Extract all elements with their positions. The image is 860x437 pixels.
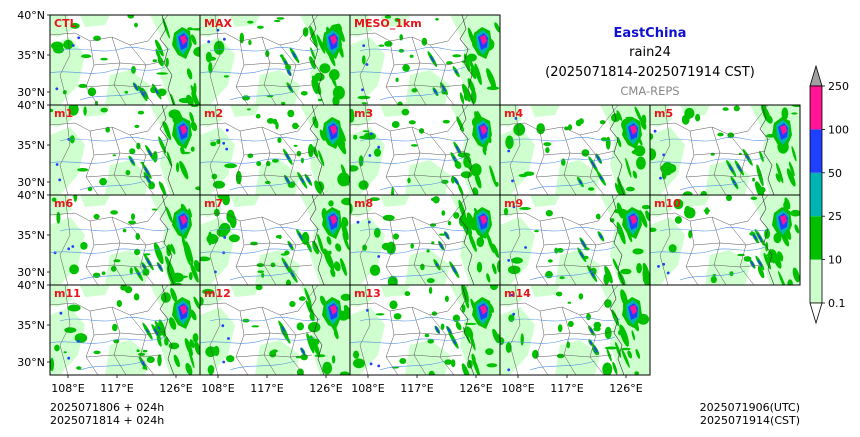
panel-label: m14	[504, 287, 531, 300]
valid-utc-text: 2025071906(UTC)	[700, 401, 800, 414]
lat-tick-label: 35°N	[17, 319, 45, 332]
colorbar-label: 25	[828, 210, 842, 223]
lon-tick-label: 117°E	[100, 382, 133, 395]
colorbar-label: 50	[828, 167, 842, 180]
lon-tick-label: 108°E	[201, 382, 234, 395]
colorbar: 0.1 10 25 50 100 250	[809, 64, 849, 325]
panel-label: CTL	[54, 17, 77, 30]
panel-label: m7	[204, 197, 223, 210]
colorbar-segment	[810, 172, 822, 217]
lon-tick-label: 126°E	[159, 382, 192, 395]
lon-tick-label: 117°E	[400, 382, 433, 395]
footer: 2025071806 + 024h 2025071814 + 024h 2025…	[50, 401, 800, 427]
lon-tick-label: 117°E	[250, 382, 283, 395]
lat-tick-label: 40°N	[17, 189, 45, 202]
title-block: EastChina rain24 (2025071814-2025071914 …	[545, 26, 755, 98]
lon-tick-label: 108°E	[501, 382, 534, 395]
map-panel-m12: m12	[199, 284, 351, 376]
map-panel-m11: m11	[49, 284, 201, 376]
panel-label: m13	[354, 287, 381, 300]
valid-cst-text: 2025071914(CST)	[700, 414, 800, 427]
colorbar-over-arrow	[809, 64, 823, 87]
map-panel-m13: m13	[349, 284, 501, 376]
map-panel-m7: m7	[199, 194, 351, 286]
map-panel-m10: m10	[649, 194, 801, 286]
lat-tick-label: 35°N	[17, 139, 45, 152]
map-panel-m3: m3	[349, 104, 501, 196]
colorbar-segment	[810, 129, 822, 173]
colorbar-segment	[810, 216, 822, 260]
map-panel-m4: m4	[499, 104, 651, 196]
lat-tick-label: 35°N	[17, 49, 45, 62]
panel-label: m11	[54, 287, 81, 300]
lon-tick-label: 117°E	[550, 382, 583, 395]
colorbar-segment	[810, 86, 822, 130]
panel-label: m10	[654, 197, 681, 210]
lat-tick-label: 30°N	[17, 266, 45, 279]
panel-label: MAX	[204, 17, 232, 30]
panel-label: m1	[54, 107, 73, 120]
panel-label: m4	[504, 107, 523, 120]
map-panel-m9: m9	[499, 194, 651, 286]
init-cst-text: 2025071814 + 024h	[50, 414, 164, 427]
panel-label: m3	[354, 107, 373, 120]
colorbar-label: 250	[828, 80, 849, 93]
map-panel-ctl: CTL	[49, 14, 201, 106]
lat-tick-label: 35°N	[17, 229, 45, 242]
model-title: CMA-REPS	[620, 84, 679, 98]
panel-label: m9	[504, 197, 523, 210]
colorbar-segment	[810, 259, 822, 303]
lat-tick-label: 30°N	[17, 356, 45, 369]
lon-tick-label: 108°E	[351, 382, 384, 395]
map-panel-m8: m8	[349, 194, 501, 286]
lat-tick-label: 40°N	[17, 279, 45, 292]
panel-grid: CTL MAX MESO_1km m1 m2 m3 m4 m5 m6 m7 m8 m9 m10 m11 m1…	[49, 14, 801, 376]
lon-tick-label: 108°E	[51, 382, 84, 395]
map-panel-m6: m6	[49, 194, 201, 286]
map-panel-m14: m14	[499, 284, 651, 376]
colorbar-label: 0.1	[828, 297, 846, 310]
lat-tick-label: 30°N	[17, 86, 45, 99]
period-title: (2025071814-2025071914 CST)	[545, 65, 755, 80]
variable-title: rain24	[629, 45, 671, 60]
lat-tick-label: 40°N	[17, 99, 45, 112]
panel-label: m2	[204, 107, 223, 120]
panel-label: MESO_1km	[354, 17, 422, 30]
region-title: EastChina	[614, 26, 687, 41]
lat-tick-label: 40°N	[17, 9, 45, 22]
lon-tick-label: 126°E	[309, 382, 342, 395]
map-panel-meso-1km: MESO_1km	[349, 14, 501, 106]
map-panel-m5: m5	[649, 104, 801, 196]
colorbar-under-arrow	[809, 302, 823, 325]
map-panel-m1: m1	[49, 104, 201, 196]
map-panel-m2: m2	[199, 104, 351, 196]
init-utc-text: 2025071806 + 024h	[50, 401, 164, 414]
panel-label: m5	[654, 107, 673, 120]
lat-tick-label: 30°N	[17, 176, 45, 189]
panel-label: m6	[54, 197, 73, 210]
lon-tick-label: 126°E	[459, 382, 492, 395]
colorbar-label: 10	[828, 254, 842, 267]
lon-tick-label: 126°E	[609, 382, 642, 395]
panel-label: m8	[354, 197, 373, 210]
colorbar-label: 100	[828, 123, 849, 136]
axis-labels: 40°N35°N30°N40°N35°N30°N40°N35°N30°N40°N…	[17, 9, 643, 395]
map-panel-max: MAX	[199, 14, 351, 106]
panel-label: m12	[204, 287, 231, 300]
